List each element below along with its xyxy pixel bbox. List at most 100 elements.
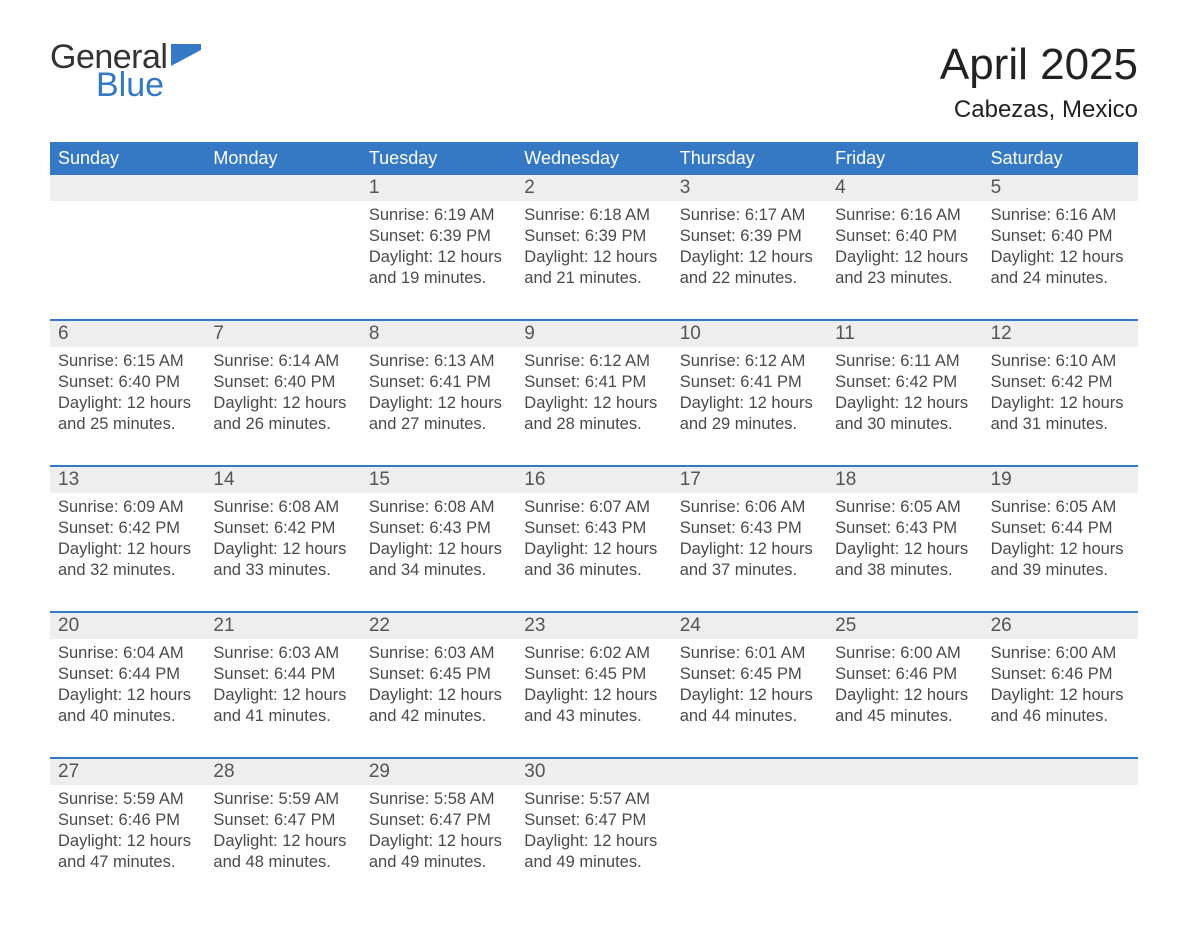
sunrise-line: Sunrise: 6:08 AM <box>213 497 352 518</box>
sunrise-line: Sunrise: 6:06 AM <box>680 497 819 518</box>
day-cell: Sunrise: 6:12 AMSunset: 6:41 PMDaylight:… <box>516 347 671 447</box>
day-number: 5 <box>983 175 1138 201</box>
day-number: 2 <box>516 175 671 201</box>
brand-logo: General Blue <box>50 40 205 102</box>
sunset-line: Sunset: 6:40 PM <box>58 372 197 393</box>
day-cell: Sunrise: 6:03 AMSunset: 6:44 PMDaylight:… <box>205 639 360 739</box>
sunset-line: Sunset: 6:41 PM <box>680 372 819 393</box>
sunrise-line: Sunrise: 6:12 AM <box>680 351 819 372</box>
day-number: 18 <box>827 467 982 493</box>
day-cell: Sunrise: 6:07 AMSunset: 6:43 PMDaylight:… <box>516 493 671 593</box>
daylight-line: Daylight: 12 hours and 33 minutes. <box>213 539 352 581</box>
day-number: 3 <box>672 175 827 201</box>
header: General Blue April 2025 Cabezas, Mexico <box>50 40 1138 124</box>
day-number: 7 <box>205 321 360 347</box>
day-number: 20 <box>50 613 205 639</box>
day-cell: Sunrise: 6:05 AMSunset: 6:44 PMDaylight:… <box>983 493 1138 593</box>
day-number: 30 <box>516 759 671 785</box>
day-number: 15 <box>361 467 516 493</box>
daylight-line: Daylight: 12 hours and 49 minutes. <box>524 831 663 873</box>
sunset-line: Sunset: 6:43 PM <box>680 518 819 539</box>
sunrise-line: Sunrise: 6:11 AM <box>835 351 974 372</box>
day-number: 29 <box>361 759 516 785</box>
daylight-line: Daylight: 12 hours and 45 minutes. <box>835 685 974 727</box>
sunrise-line: Sunrise: 6:10 AM <box>991 351 1130 372</box>
sunrise-line: Sunrise: 6:17 AM <box>680 205 819 226</box>
daynum-strip: 12345 <box>50 175 1138 201</box>
day-cell: Sunrise: 5:58 AMSunset: 6:47 PMDaylight:… <box>361 785 516 885</box>
sunset-line: Sunset: 6:47 PM <box>213 810 352 831</box>
day-cell: Sunrise: 6:03 AMSunset: 6:45 PMDaylight:… <box>361 639 516 739</box>
daylight-line: Daylight: 12 hours and 40 minutes. <box>58 685 197 727</box>
week-row: 20212223242526Sunrise: 6:04 AMSunset: 6:… <box>50 611 1138 739</box>
daynum-strip: 6789101112 <box>50 321 1138 347</box>
day-cell: Sunrise: 6:02 AMSunset: 6:45 PMDaylight:… <box>516 639 671 739</box>
day-cell: Sunrise: 6:18 AMSunset: 6:39 PMDaylight:… <box>516 201 671 301</box>
brand-part2: Blue <box>96 68 167 102</box>
daylight-line: Daylight: 12 hours and 46 minutes. <box>991 685 1130 727</box>
day-cell: Sunrise: 5:59 AMSunset: 6:47 PMDaylight:… <box>205 785 360 885</box>
sunset-line: Sunset: 6:42 PM <box>58 518 197 539</box>
calendar: SundayMondayTuesdayWednesdayThursdayFrid… <box>50 142 1138 885</box>
day-number: 13 <box>50 467 205 493</box>
dow-tuesday: Tuesday <box>361 142 516 175</box>
day-cell: Sunrise: 6:12 AMSunset: 6:41 PMDaylight:… <box>672 347 827 447</box>
day-cell: Sunrise: 6:16 AMSunset: 6:40 PMDaylight:… <box>983 201 1138 301</box>
empty-cell <box>672 785 827 885</box>
flag-icon <box>171 44 205 72</box>
day-cell: Sunrise: 6:09 AMSunset: 6:42 PMDaylight:… <box>50 493 205 593</box>
daylight-line: Daylight: 12 hours and 22 minutes. <box>680 247 819 289</box>
day-cell: Sunrise: 6:04 AMSunset: 6:44 PMDaylight:… <box>50 639 205 739</box>
sunrise-line: Sunrise: 5:59 AM <box>58 789 197 810</box>
sunset-line: Sunset: 6:47 PM <box>524 810 663 831</box>
sunrise-line: Sunrise: 5:57 AM <box>524 789 663 810</box>
daylight-line: Daylight: 12 hours and 44 minutes. <box>680 685 819 727</box>
sunrise-line: Sunrise: 6:13 AM <box>369 351 508 372</box>
daylight-line: Daylight: 12 hours and 23 minutes. <box>835 247 974 289</box>
day-number <box>205 175 360 201</box>
sunset-line: Sunset: 6:40 PM <box>835 226 974 247</box>
day-cell: Sunrise: 6:08 AMSunset: 6:42 PMDaylight:… <box>205 493 360 593</box>
day-number: 10 <box>672 321 827 347</box>
sunset-line: Sunset: 6:39 PM <box>369 226 508 247</box>
daynum-strip: 27282930 <box>50 759 1138 785</box>
sunset-line: Sunset: 6:44 PM <box>213 664 352 685</box>
dow-monday: Monday <box>205 142 360 175</box>
daylight-line: Daylight: 12 hours and 26 minutes. <box>213 393 352 435</box>
sunset-line: Sunset: 6:43 PM <box>369 518 508 539</box>
daylight-line: Daylight: 12 hours and 25 minutes. <box>58 393 197 435</box>
sunrise-line: Sunrise: 5:59 AM <box>213 789 352 810</box>
daylight-line: Daylight: 12 hours and 32 minutes. <box>58 539 197 581</box>
day-number <box>50 175 205 201</box>
day-number: 14 <box>205 467 360 493</box>
daylight-line: Daylight: 12 hours and 30 minutes. <box>835 393 974 435</box>
title-block: April 2025 Cabezas, Mexico <box>940 40 1138 124</box>
days-of-week-header: SundayMondayTuesdayWednesdayThursdayFrid… <box>50 142 1138 175</box>
dow-sunday: Sunday <box>50 142 205 175</box>
sunset-line: Sunset: 6:42 PM <box>991 372 1130 393</box>
brand-text: General Blue <box>50 40 167 102</box>
sunset-line: Sunset: 6:42 PM <box>835 372 974 393</box>
sunrise-line: Sunrise: 6:05 AM <box>991 497 1130 518</box>
day-number: 28 <box>205 759 360 785</box>
daylight-line: Daylight: 12 hours and 19 minutes. <box>369 247 508 289</box>
day-number: 27 <box>50 759 205 785</box>
sunrise-line: Sunrise: 6:03 AM <box>213 643 352 664</box>
location: Cabezas, Mexico <box>940 96 1138 124</box>
daylight-line: Daylight: 12 hours and 47 minutes. <box>58 831 197 873</box>
day-cell: Sunrise: 6:17 AMSunset: 6:39 PMDaylight:… <box>672 201 827 301</box>
day-cell: Sunrise: 6:14 AMSunset: 6:40 PMDaylight:… <box>205 347 360 447</box>
day-cell: Sunrise: 6:13 AMSunset: 6:41 PMDaylight:… <box>361 347 516 447</box>
empty-cell <box>983 785 1138 885</box>
day-cell: Sunrise: 6:19 AMSunset: 6:39 PMDaylight:… <box>361 201 516 301</box>
day-cell: Sunrise: 6:16 AMSunset: 6:40 PMDaylight:… <box>827 201 982 301</box>
sunrise-line: Sunrise: 6:16 AM <box>991 205 1130 226</box>
day-number: 23 <box>516 613 671 639</box>
sunset-line: Sunset: 6:44 PM <box>991 518 1130 539</box>
sunset-line: Sunset: 6:41 PM <box>369 372 508 393</box>
day-cell: Sunrise: 5:59 AMSunset: 6:46 PMDaylight:… <box>50 785 205 885</box>
daylight-line: Daylight: 12 hours and 29 minutes. <box>680 393 819 435</box>
day-cell: Sunrise: 6:05 AMSunset: 6:43 PMDaylight:… <box>827 493 982 593</box>
empty-cell <box>205 201 360 301</box>
sunrise-line: Sunrise: 6:09 AM <box>58 497 197 518</box>
